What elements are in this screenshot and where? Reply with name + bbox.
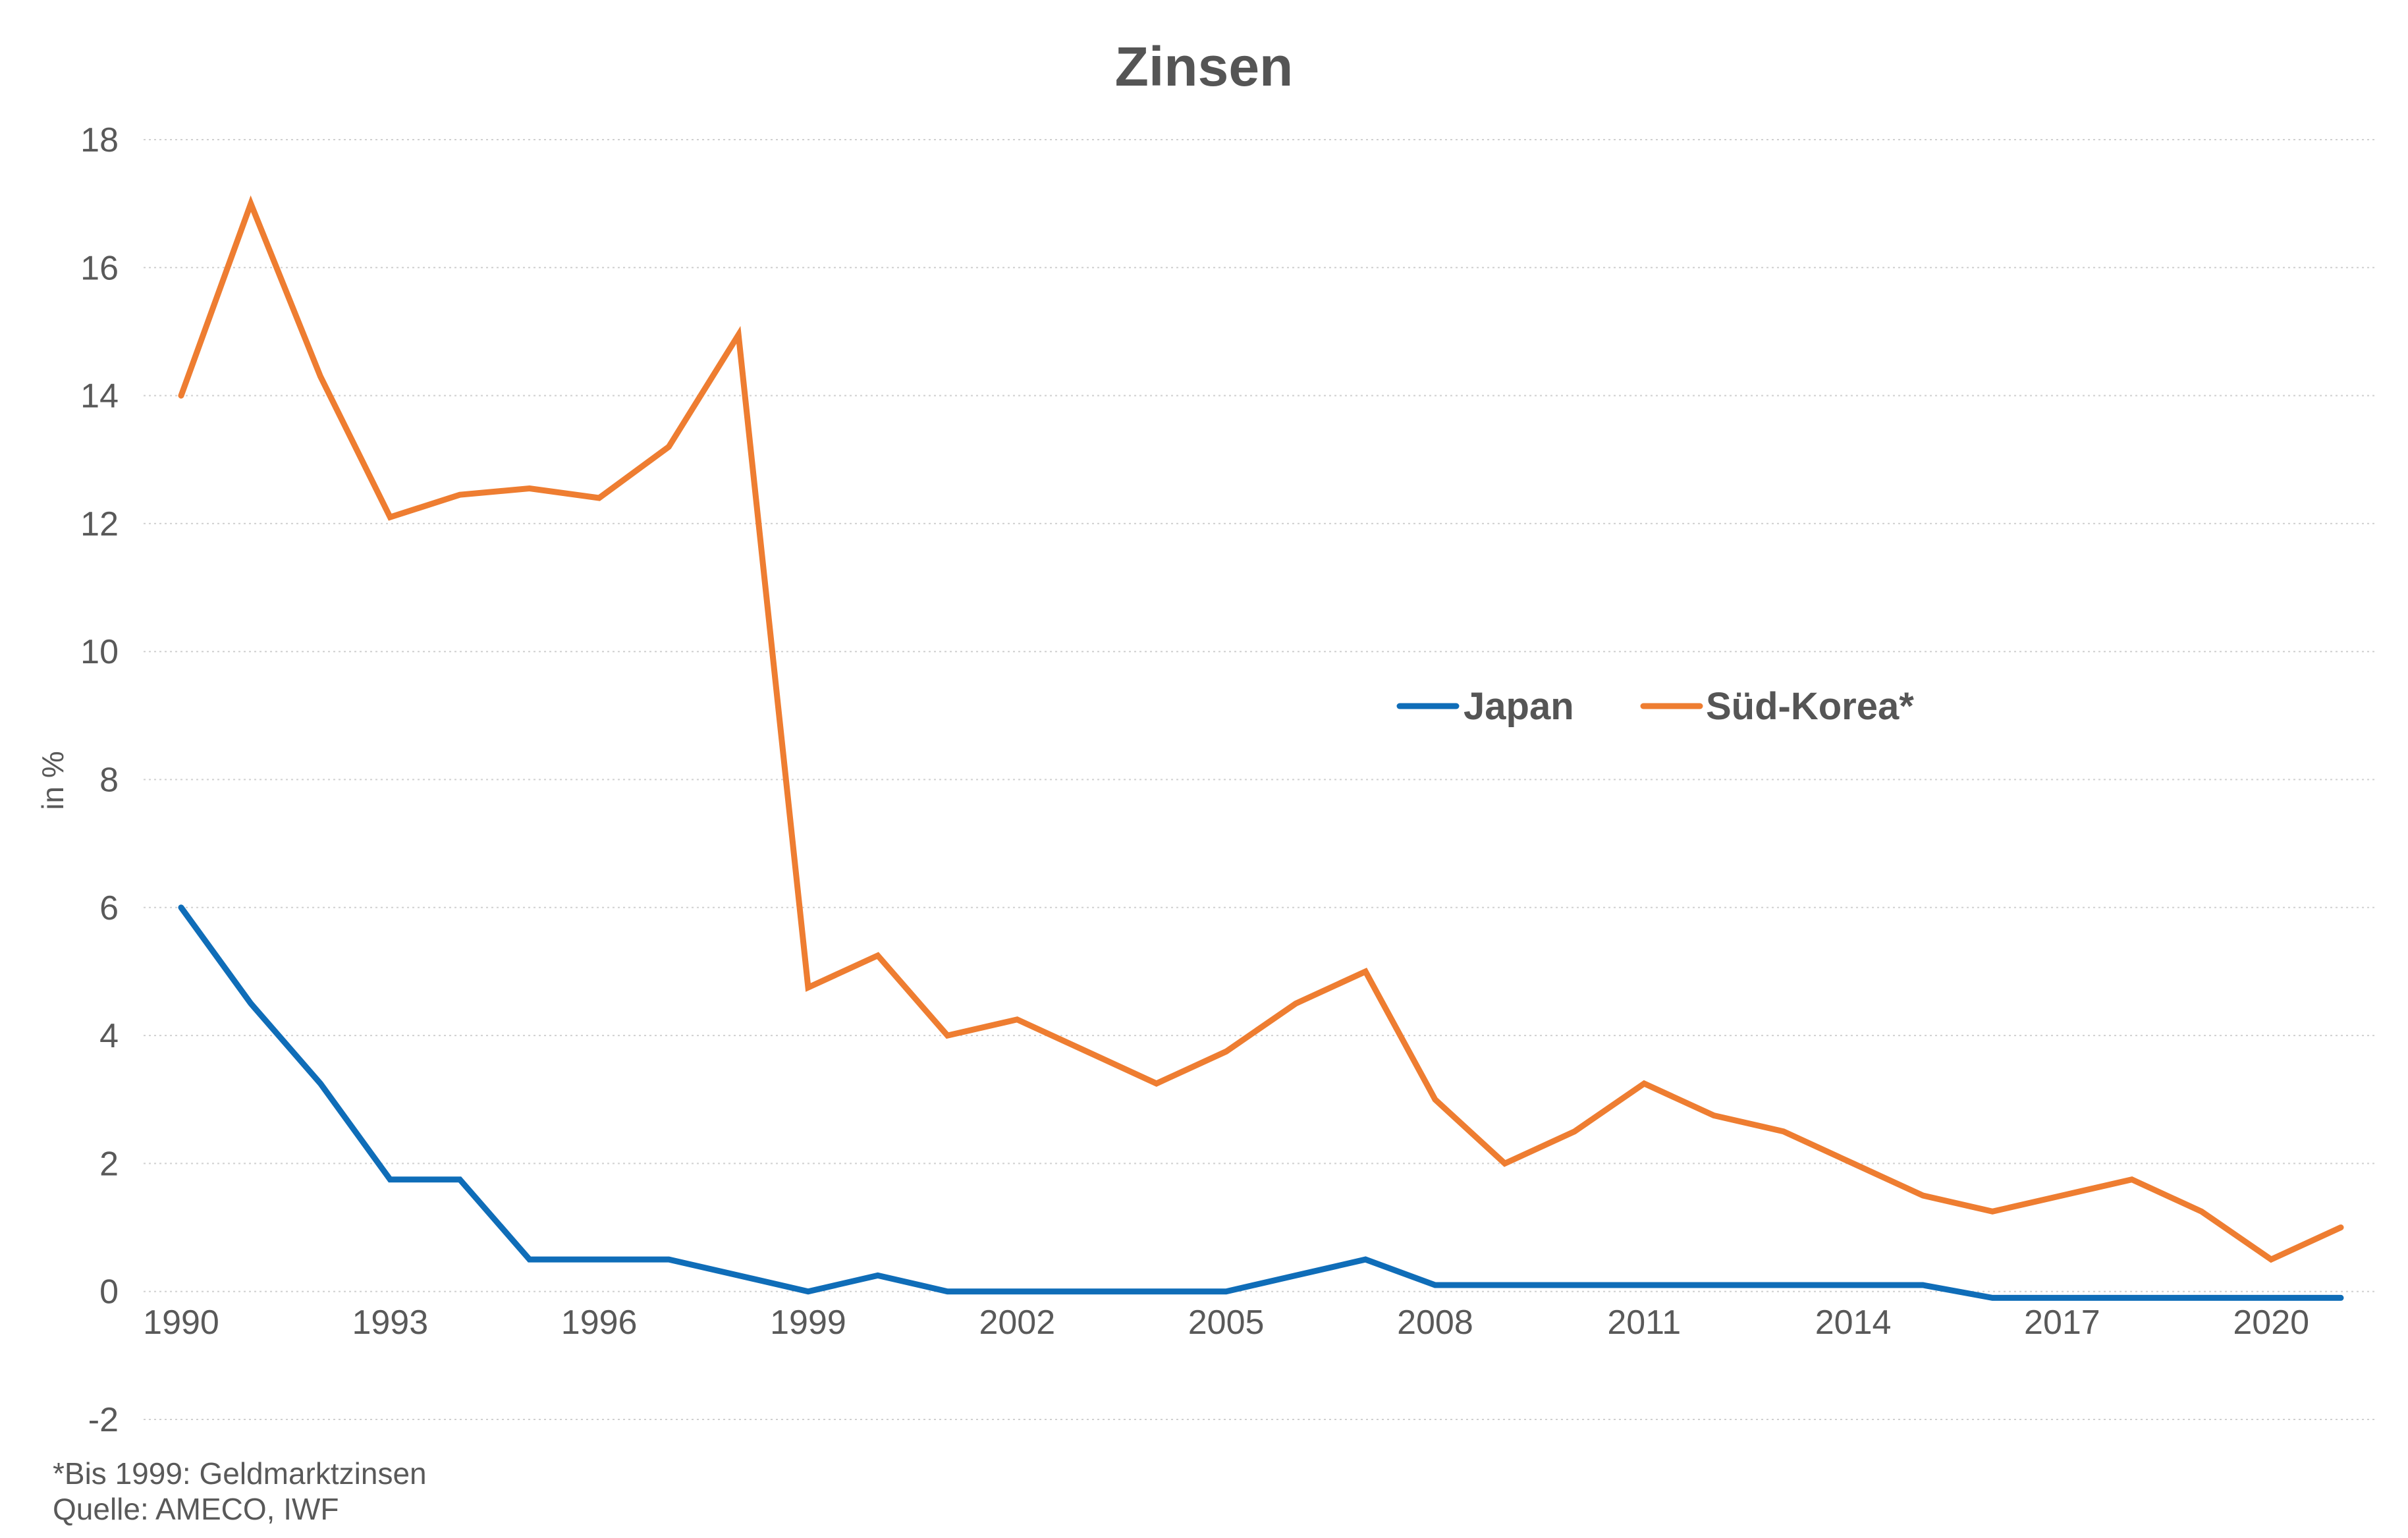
x-axis-ticks: 1990 1993 1996 1999 2002 2005 2008 2011 2014 2017… xyxy=(143,1304,2309,1342)
y-tick-label: -2 xyxy=(88,1401,119,1439)
x-tick-label: 1996 xyxy=(561,1304,638,1342)
y-tick-label: 16 xyxy=(80,249,119,287)
y-axis-label: in % xyxy=(36,751,70,810)
chart-title: Zinsen xyxy=(1115,36,1294,97)
legend-label-japan: Japan xyxy=(1464,685,1574,728)
y-tick-label: 14 xyxy=(80,377,119,416)
x-tick-label: 2008 xyxy=(1397,1304,1473,1342)
x-tick-label: 2017 xyxy=(2024,1304,2100,1342)
x-tick-label: 2005 xyxy=(1188,1304,1265,1342)
x-tick-label: 2002 xyxy=(979,1304,1055,1342)
legend: Japan Süd-Korea* xyxy=(1396,685,1914,728)
legend-label-sued-korea: Süd-Korea* xyxy=(1706,685,1914,728)
x-tick-label: 2011 xyxy=(1607,1304,1681,1342)
gridlines xyxy=(144,139,2374,1420)
x-tick-label: 2020 xyxy=(2233,1304,2309,1342)
footnote-note: *Bis 1999: Geldmarktzinsen xyxy=(53,1456,427,1491)
y-tick-label: 0 xyxy=(99,1273,119,1311)
y-tick-label: 6 xyxy=(99,889,119,927)
y-tick-label: 18 xyxy=(80,121,119,159)
y-axis-ticks: -2 0 2 4 6 8 10 12 14 16 18 xyxy=(80,121,119,1439)
y-tick-label: 2 xyxy=(99,1145,119,1183)
series-line-sued-korea xyxy=(178,195,2344,1263)
y-tick-label: 4 xyxy=(99,1017,119,1055)
x-tick-label: 1993 xyxy=(352,1304,428,1342)
y-tick-label: 10 xyxy=(80,633,119,671)
y-tick-label: 12 xyxy=(80,505,119,543)
series-line-japan xyxy=(178,904,2344,1301)
footnote-source: Quelle: AMECO, IWF xyxy=(53,1492,339,1526)
x-tick-label: 2014 xyxy=(1815,1304,1892,1342)
series-lines xyxy=(178,195,2344,1301)
x-tick-label: 1990 xyxy=(143,1304,219,1342)
y-tick-label: 8 xyxy=(99,761,119,800)
x-tick-label: 1999 xyxy=(770,1304,846,1342)
